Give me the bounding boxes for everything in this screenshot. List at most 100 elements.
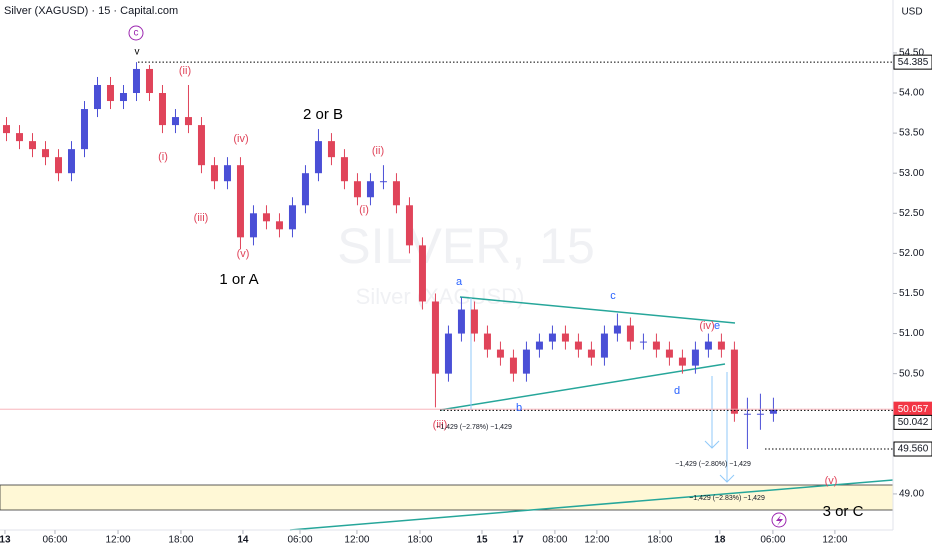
candle-body bbox=[158, 93, 166, 126]
level-label: 49.560 bbox=[898, 444, 929, 455]
annotation: 1 or A bbox=[219, 271, 258, 288]
annotation: (iv) bbox=[699, 320, 714, 332]
candle-body bbox=[392, 181, 400, 206]
candle-body bbox=[353, 181, 361, 198]
event-bolt bbox=[776, 515, 783, 526]
y-tick-label: 50.50 bbox=[899, 368, 924, 379]
x-tick-label: 12:00 bbox=[344, 535, 369, 546]
candle-body bbox=[613, 325, 621, 334]
candle-body bbox=[54, 157, 62, 174]
candle-body bbox=[340, 157, 348, 182]
x-tick-label: 08:00 bbox=[542, 535, 567, 546]
annotation: (ii) bbox=[179, 65, 191, 77]
candle-body bbox=[691, 349, 699, 366]
annotation: e bbox=[714, 320, 720, 332]
target-zone bbox=[0, 484, 894, 511]
candle-body bbox=[509, 357, 517, 374]
annotation: c bbox=[610, 290, 616, 302]
x-tick-label: 12:00 bbox=[106, 535, 131, 546]
level-label: 50.057 bbox=[898, 404, 929, 415]
x-tick-label: 18:00 bbox=[168, 535, 193, 546]
candle-body bbox=[119, 93, 127, 102]
watermark-name: Silver (XAGUSD) bbox=[356, 284, 525, 309]
x-tick-label: 17 bbox=[512, 535, 524, 546]
annotation: b bbox=[516, 402, 522, 414]
x-tick-label: 12:00 bbox=[584, 535, 609, 546]
annotation: (iii) bbox=[194, 212, 209, 224]
candle-body bbox=[522, 349, 530, 374]
candle-body bbox=[535, 341, 543, 350]
candle-body bbox=[678, 357, 686, 366]
y-tick-label: 54.00 bbox=[899, 88, 924, 99]
y-tick-label: 54.50 bbox=[899, 48, 924, 59]
x-tick-label: 18 bbox=[714, 535, 726, 546]
measure-arrow bbox=[719, 474, 735, 483]
annotation: 2 or B bbox=[303, 106, 343, 123]
candle-body bbox=[15, 133, 23, 142]
candle-body bbox=[106, 84, 114, 102]
wave-circle bbox=[128, 25, 144, 41]
annotation: −1,429 (−2.78%) −1,429 bbox=[436, 424, 512, 431]
annotation: −1,429 (−2.80%) −1,429 bbox=[675, 461, 751, 468]
annotation: (i) bbox=[359, 204, 369, 216]
annotation: −1,429 (−2.83%) −1,429 bbox=[689, 495, 765, 502]
annotation: c bbox=[134, 28, 139, 39]
candle-body bbox=[665, 349, 673, 358]
candle-body bbox=[379, 181, 387, 183]
candle-body bbox=[262, 213, 270, 222]
annotation: d bbox=[674, 385, 680, 397]
annotation: (iii) bbox=[433, 419, 448, 431]
candle-body bbox=[769, 409, 777, 414]
candle-body bbox=[418, 245, 426, 302]
candle-body bbox=[236, 165, 244, 238]
triangle-upper bbox=[459, 296, 736, 324]
x-tick-label: 14 bbox=[237, 535, 249, 546]
candle-body bbox=[301, 173, 309, 206]
event-icon[interactable] bbox=[771, 512, 787, 528]
chart-title: Silver (XAGUSD) · 15 · Capital.com bbox=[4, 5, 178, 17]
candle-body bbox=[431, 301, 439, 374]
x-tick-label: 18:00 bbox=[647, 535, 672, 546]
measure-arrow bbox=[704, 440, 720, 449]
annotation: v bbox=[135, 47, 140, 58]
y-tick-label: 51.50 bbox=[899, 288, 924, 299]
candle-body bbox=[275, 221, 283, 230]
candle-body bbox=[405, 205, 413, 246]
candle-body bbox=[327, 141, 335, 158]
x-tick-label: 06:00 bbox=[760, 535, 785, 546]
x-tick-label: 06:00 bbox=[287, 535, 312, 546]
level-label-box bbox=[893, 414, 932, 430]
candle-body bbox=[288, 205, 296, 230]
x-tick-label: 06:00 bbox=[42, 535, 67, 546]
level-label: 54.385 bbox=[898, 57, 929, 68]
candle-body bbox=[314, 141, 322, 174]
candle-body bbox=[496, 349, 504, 358]
currency: USD bbox=[901, 7, 922, 18]
candle-body bbox=[756, 413, 764, 415]
level-label-box bbox=[893, 441, 932, 457]
y-tick-label: 53.00 bbox=[899, 168, 924, 179]
y-tick-label: 52.00 bbox=[899, 248, 924, 259]
candle-body bbox=[574, 341, 582, 350]
x-tick-label: 15 bbox=[476, 535, 488, 546]
level-label-box bbox=[893, 54, 932, 70]
watermark-symbol: SILVER, 15 bbox=[337, 218, 595, 274]
candle-body bbox=[249, 213, 257, 238]
candle-body bbox=[626, 325, 634, 342]
annotation: (ii) bbox=[372, 145, 384, 157]
candle-body bbox=[80, 109, 88, 150]
x-tick-label: 13 bbox=[0, 535, 11, 546]
annotation: (iv) bbox=[233, 133, 248, 145]
candle-body bbox=[197, 125, 205, 166]
candle-body bbox=[730, 349, 738, 414]
candle-body bbox=[28, 141, 36, 150]
y-tick-label: 53.50 bbox=[899, 128, 924, 139]
y-tick-label: 51.00 bbox=[899, 328, 924, 339]
candle-body bbox=[2, 125, 10, 134]
annotation: (v) bbox=[237, 248, 250, 260]
candle-body bbox=[639, 341, 647, 343]
candle-body bbox=[223, 165, 231, 182]
candle-body bbox=[743, 413, 751, 415]
